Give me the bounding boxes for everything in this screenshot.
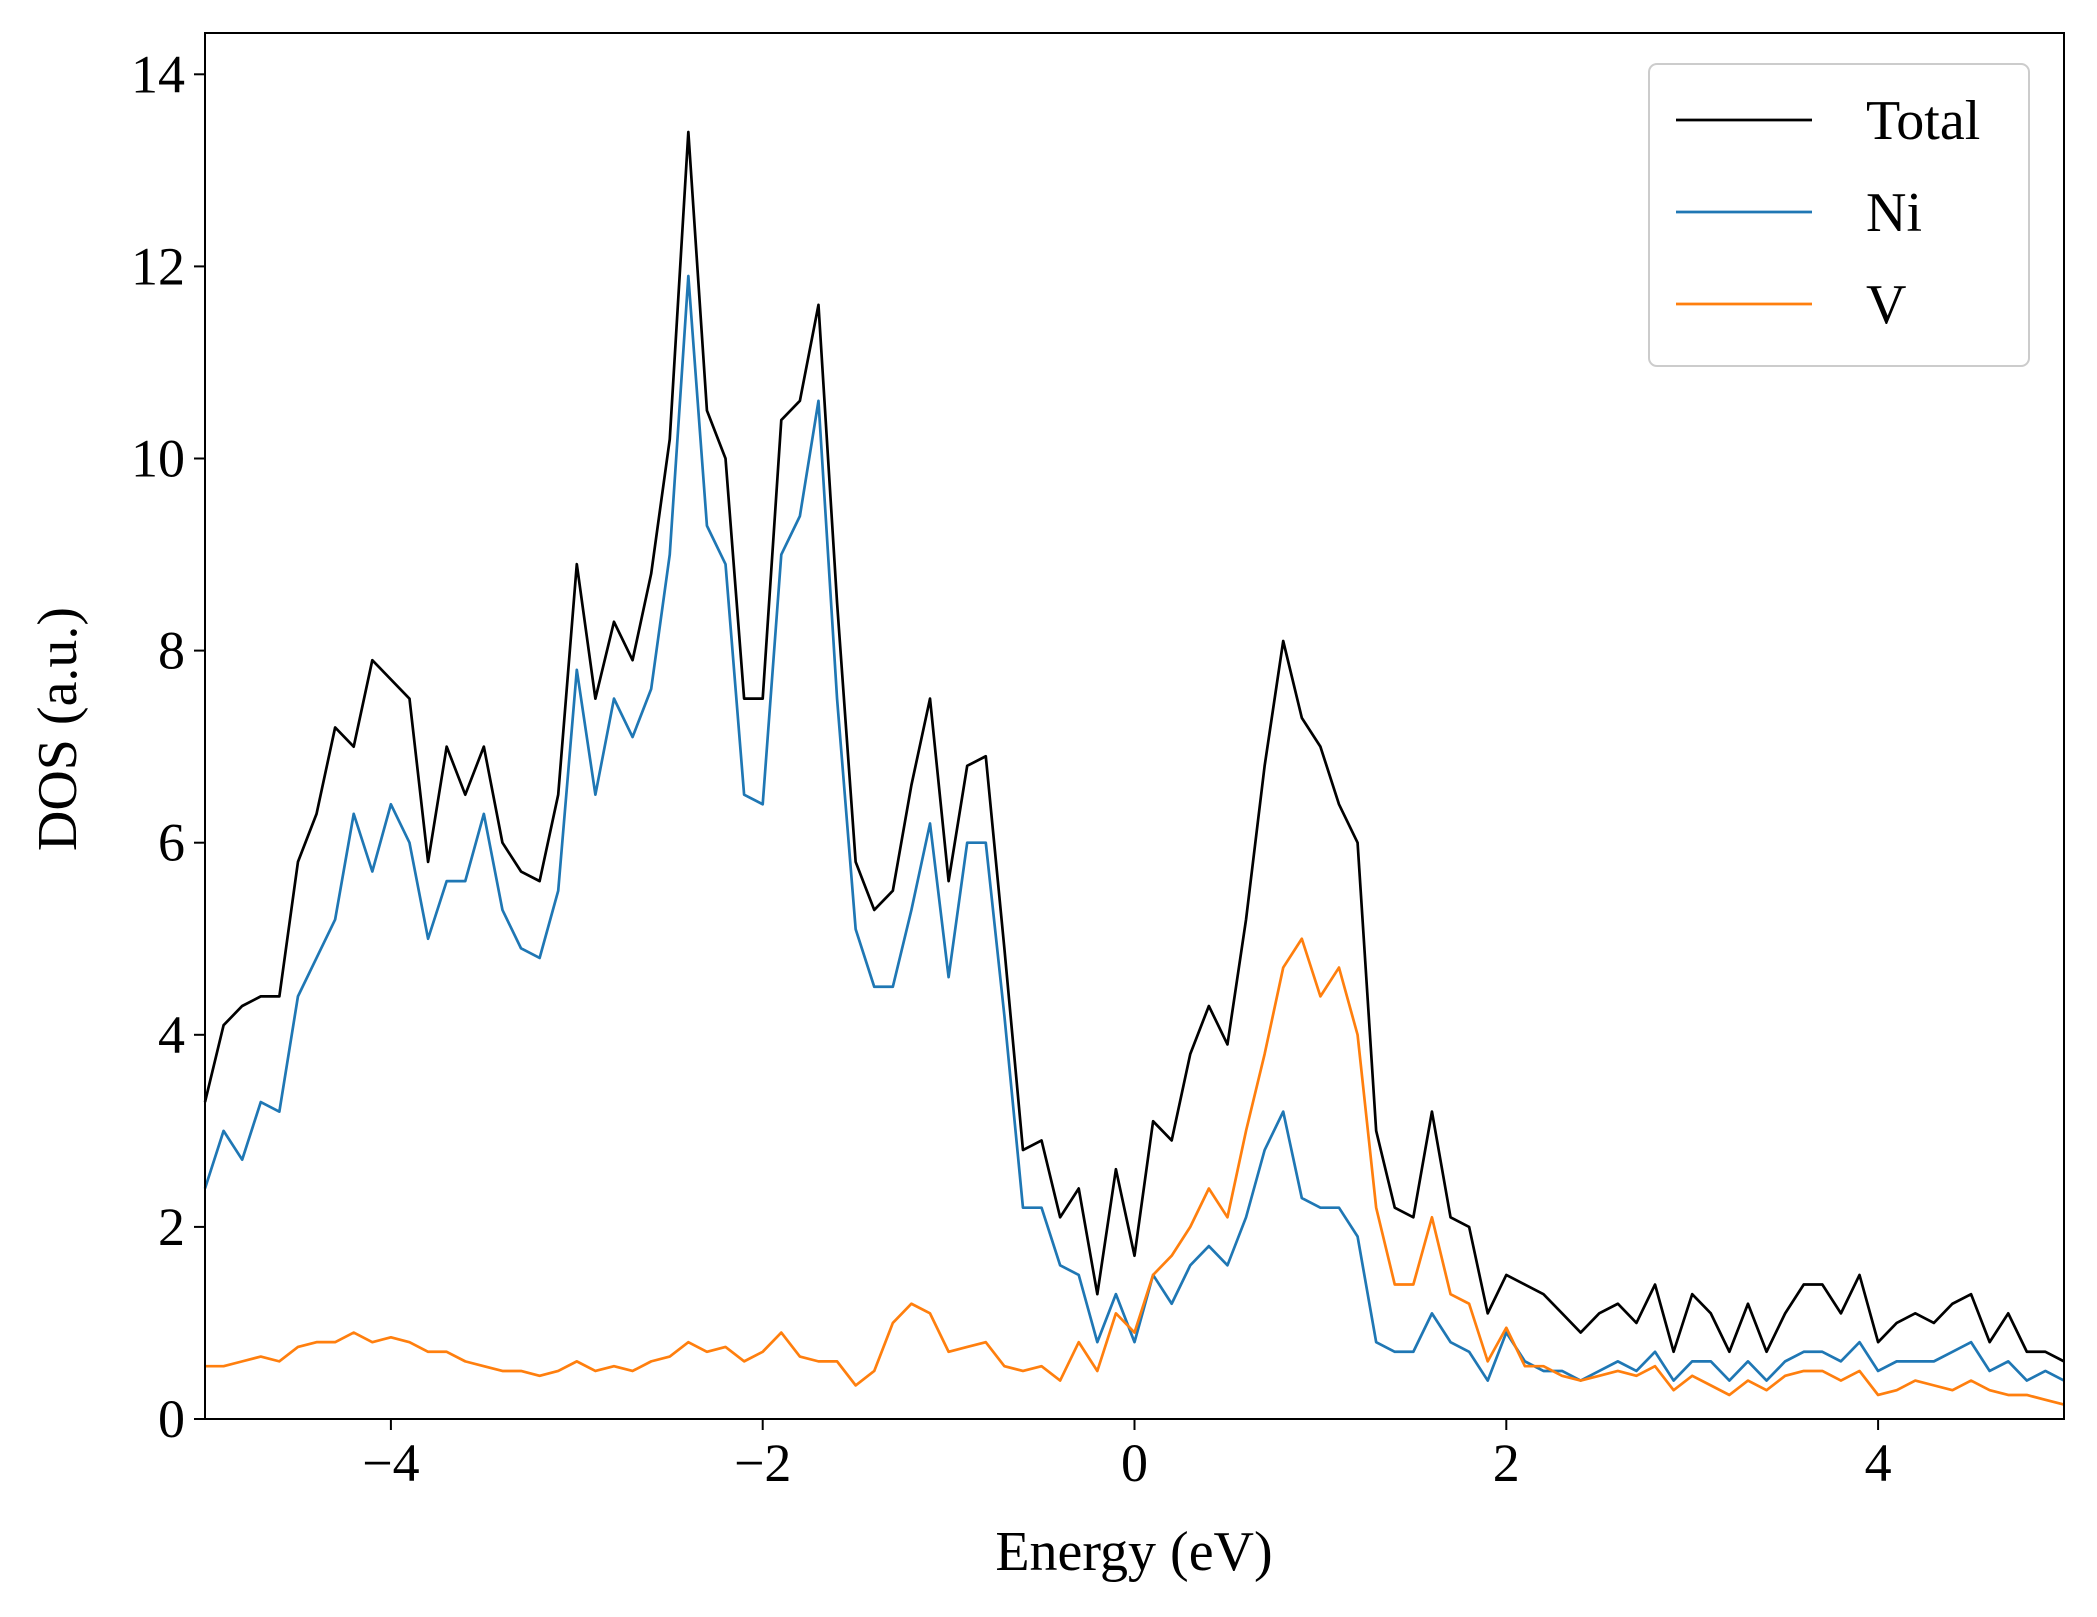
y-tick-label: 2 xyxy=(158,1197,185,1257)
y-tick-label: 8 xyxy=(158,621,185,681)
legend-label: V xyxy=(1866,274,1906,336)
x-axis-label: Energy (eV) xyxy=(995,1521,1272,1583)
y-tick-label: 4 xyxy=(158,1005,185,1065)
y-tick-label: 10 xyxy=(131,429,185,489)
x-tick-label: 4 xyxy=(1865,1433,1892,1493)
x-tick-label: 0 xyxy=(1121,1433,1148,1493)
legend-label: Total xyxy=(1866,90,1980,152)
series-line xyxy=(203,274,2065,1382)
y-axis-label: DOS (a.u.) xyxy=(27,607,89,851)
x-tick-label: 2 xyxy=(1493,1433,1520,1493)
series-line xyxy=(203,130,2065,1363)
series-line xyxy=(205,937,2065,1406)
legend-label: Ni xyxy=(1866,182,1922,244)
x-tick-label: −4 xyxy=(362,1433,419,1493)
plot-frame xyxy=(204,32,2065,1420)
y-tick-label: 6 xyxy=(158,813,185,873)
legend-box xyxy=(1648,63,2030,367)
y-tick-label: 0 xyxy=(158,1389,185,1449)
y-tick-label: 12 xyxy=(131,236,185,296)
x-tick-label: −2 xyxy=(734,1433,791,1493)
y-tick-label: 14 xyxy=(131,44,185,104)
